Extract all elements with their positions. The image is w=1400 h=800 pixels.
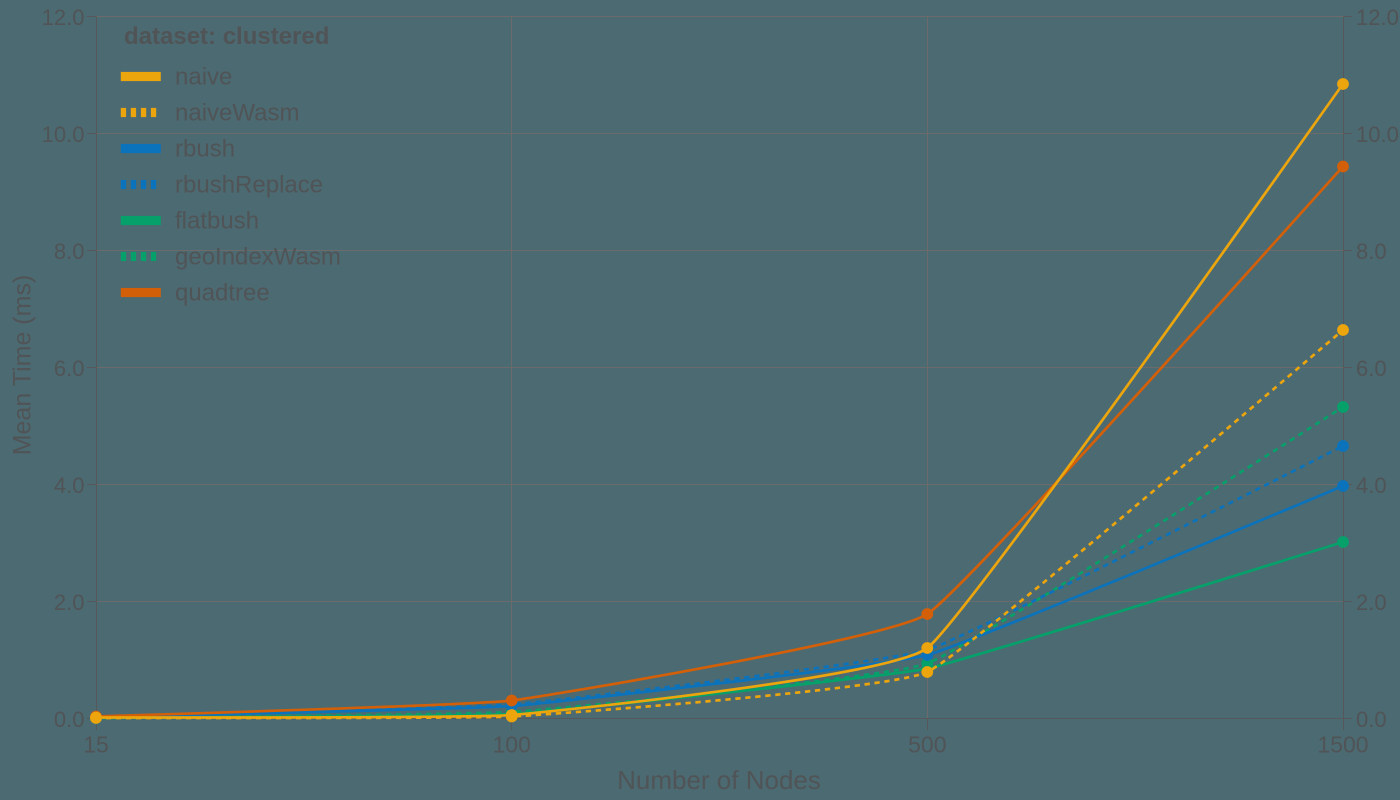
svg-text:12.0: 12.0: [42, 5, 85, 30]
svg-text:naiveWasm: naiveWasm: [175, 100, 299, 127]
svg-text:15: 15: [83, 732, 109, 758]
svg-text:Mean Time (ms): Mean Time (ms): [9, 275, 37, 456]
svg-text:geoIndexWasm: geoIndexWasm: [175, 244, 341, 271]
svg-text:1500: 1500: [1317, 732, 1368, 758]
svg-text:rbushReplace: rbushReplace: [175, 172, 323, 199]
svg-text:12.0: 12.0: [1356, 5, 1399, 30]
svg-text:Number of Nodes: Number of Nodes: [617, 765, 821, 795]
svg-text:flatbush: flatbush: [175, 208, 259, 235]
svg-text:8.0: 8.0: [1356, 239, 1387, 264]
svg-text:6.0: 6.0: [54, 356, 85, 381]
svg-text:2.0: 2.0: [54, 590, 85, 615]
svg-text:10.0: 10.0: [42, 122, 85, 147]
svg-text:8.0: 8.0: [54, 239, 85, 264]
svg-text:4.0: 4.0: [54, 473, 85, 498]
svg-text:dataset: clustered: dataset: clustered: [124, 23, 329, 50]
svg-text:0.0: 0.0: [1356, 707, 1387, 732]
svg-text:rbush: rbush: [175, 136, 235, 163]
svg-text:2.0: 2.0: [1356, 590, 1387, 615]
svg-text:6.0: 6.0: [1356, 356, 1387, 381]
svg-text:100: 100: [493, 732, 531, 758]
svg-text:0.0: 0.0: [54, 707, 85, 732]
svg-text:500: 500: [908, 732, 946, 758]
svg-text:quadtree: quadtree: [175, 280, 270, 307]
svg-text:10.0: 10.0: [1356, 122, 1399, 147]
svg-text:4.0: 4.0: [1356, 473, 1387, 498]
svg-text:naive: naive: [175, 64, 232, 91]
